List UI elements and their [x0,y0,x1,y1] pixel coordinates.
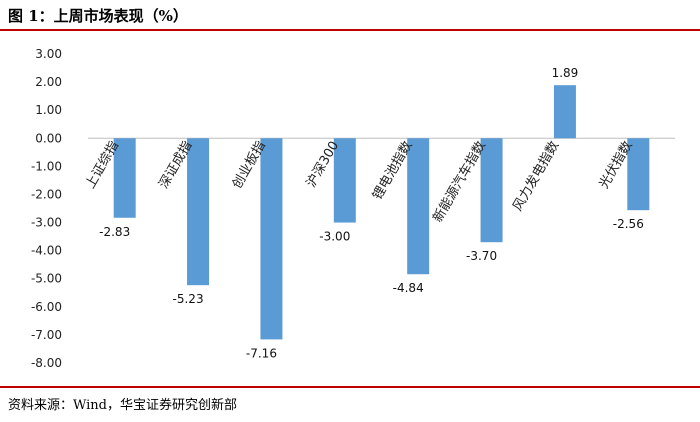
category-labels: 上证综指 深证成指 创业板指 沪深300 锂电池指数 新能源汽车指数 风力发电指数 光伏指数 [83,138,636,225]
data-label: -5.23 [173,292,204,306]
bar [480,138,503,243]
bar [407,138,430,275]
y-tick-label: -4.00 [31,244,62,258]
y-axis-ticks: 3.00 2.00 1.00 0.00 -1.00 -2.00 -3.00 -4.00 -5.0… [31,47,62,370]
y-tick-label: -6.00 [31,300,62,314]
y-tick-label: 0.00 [35,131,62,145]
data-label: -3.70 [466,249,497,263]
y-tick-label: -3.00 [31,216,62,230]
data-label: -3.00 [319,230,350,244]
y-tick-label: -1.00 [31,159,62,173]
top-rule [0,29,700,31]
bar [553,85,576,139]
data-label: 1.89 [552,66,579,80]
category-label: 风力发电指数 [510,138,563,214]
bar [260,138,283,340]
bar [333,138,356,223]
bar-chart: 3.00 2.00 1.00 0.00 -1.00 -2.00 -3.00 -4.00 -5.0… [31,47,675,370]
data-label: -7.16 [246,346,277,360]
y-tick-label: 1.00 [35,103,62,117]
y-tick-label: -2.00 [31,187,62,201]
bar [187,138,210,286]
data-label: -2.83 [99,225,130,239]
bars [113,85,650,340]
data-label: -4.84 [393,281,424,295]
y-tick-label: 3.00 [35,47,62,61]
data-labels: -2.83 -5.23 -7.16 -3.00 -4.84 -3.70 1.89 -2.56 [99,66,644,360]
y-tick-label: -7.00 [31,328,62,342]
source-note: 资料来源：Wind，华宝证券研究创新部 [8,398,237,413]
bar [627,138,650,211]
category-label: 新能源汽车指数 [430,138,489,225]
figure-title: 图 1：上周市场表现（%） [8,7,188,25]
bar [113,138,136,218]
bottom-rule [0,386,700,388]
data-label: -2.56 [613,217,644,231]
y-tick-label: -5.00 [31,272,62,286]
y-tick-label: 2.00 [35,75,62,89]
y-tick-label: -8.00 [31,356,62,370]
